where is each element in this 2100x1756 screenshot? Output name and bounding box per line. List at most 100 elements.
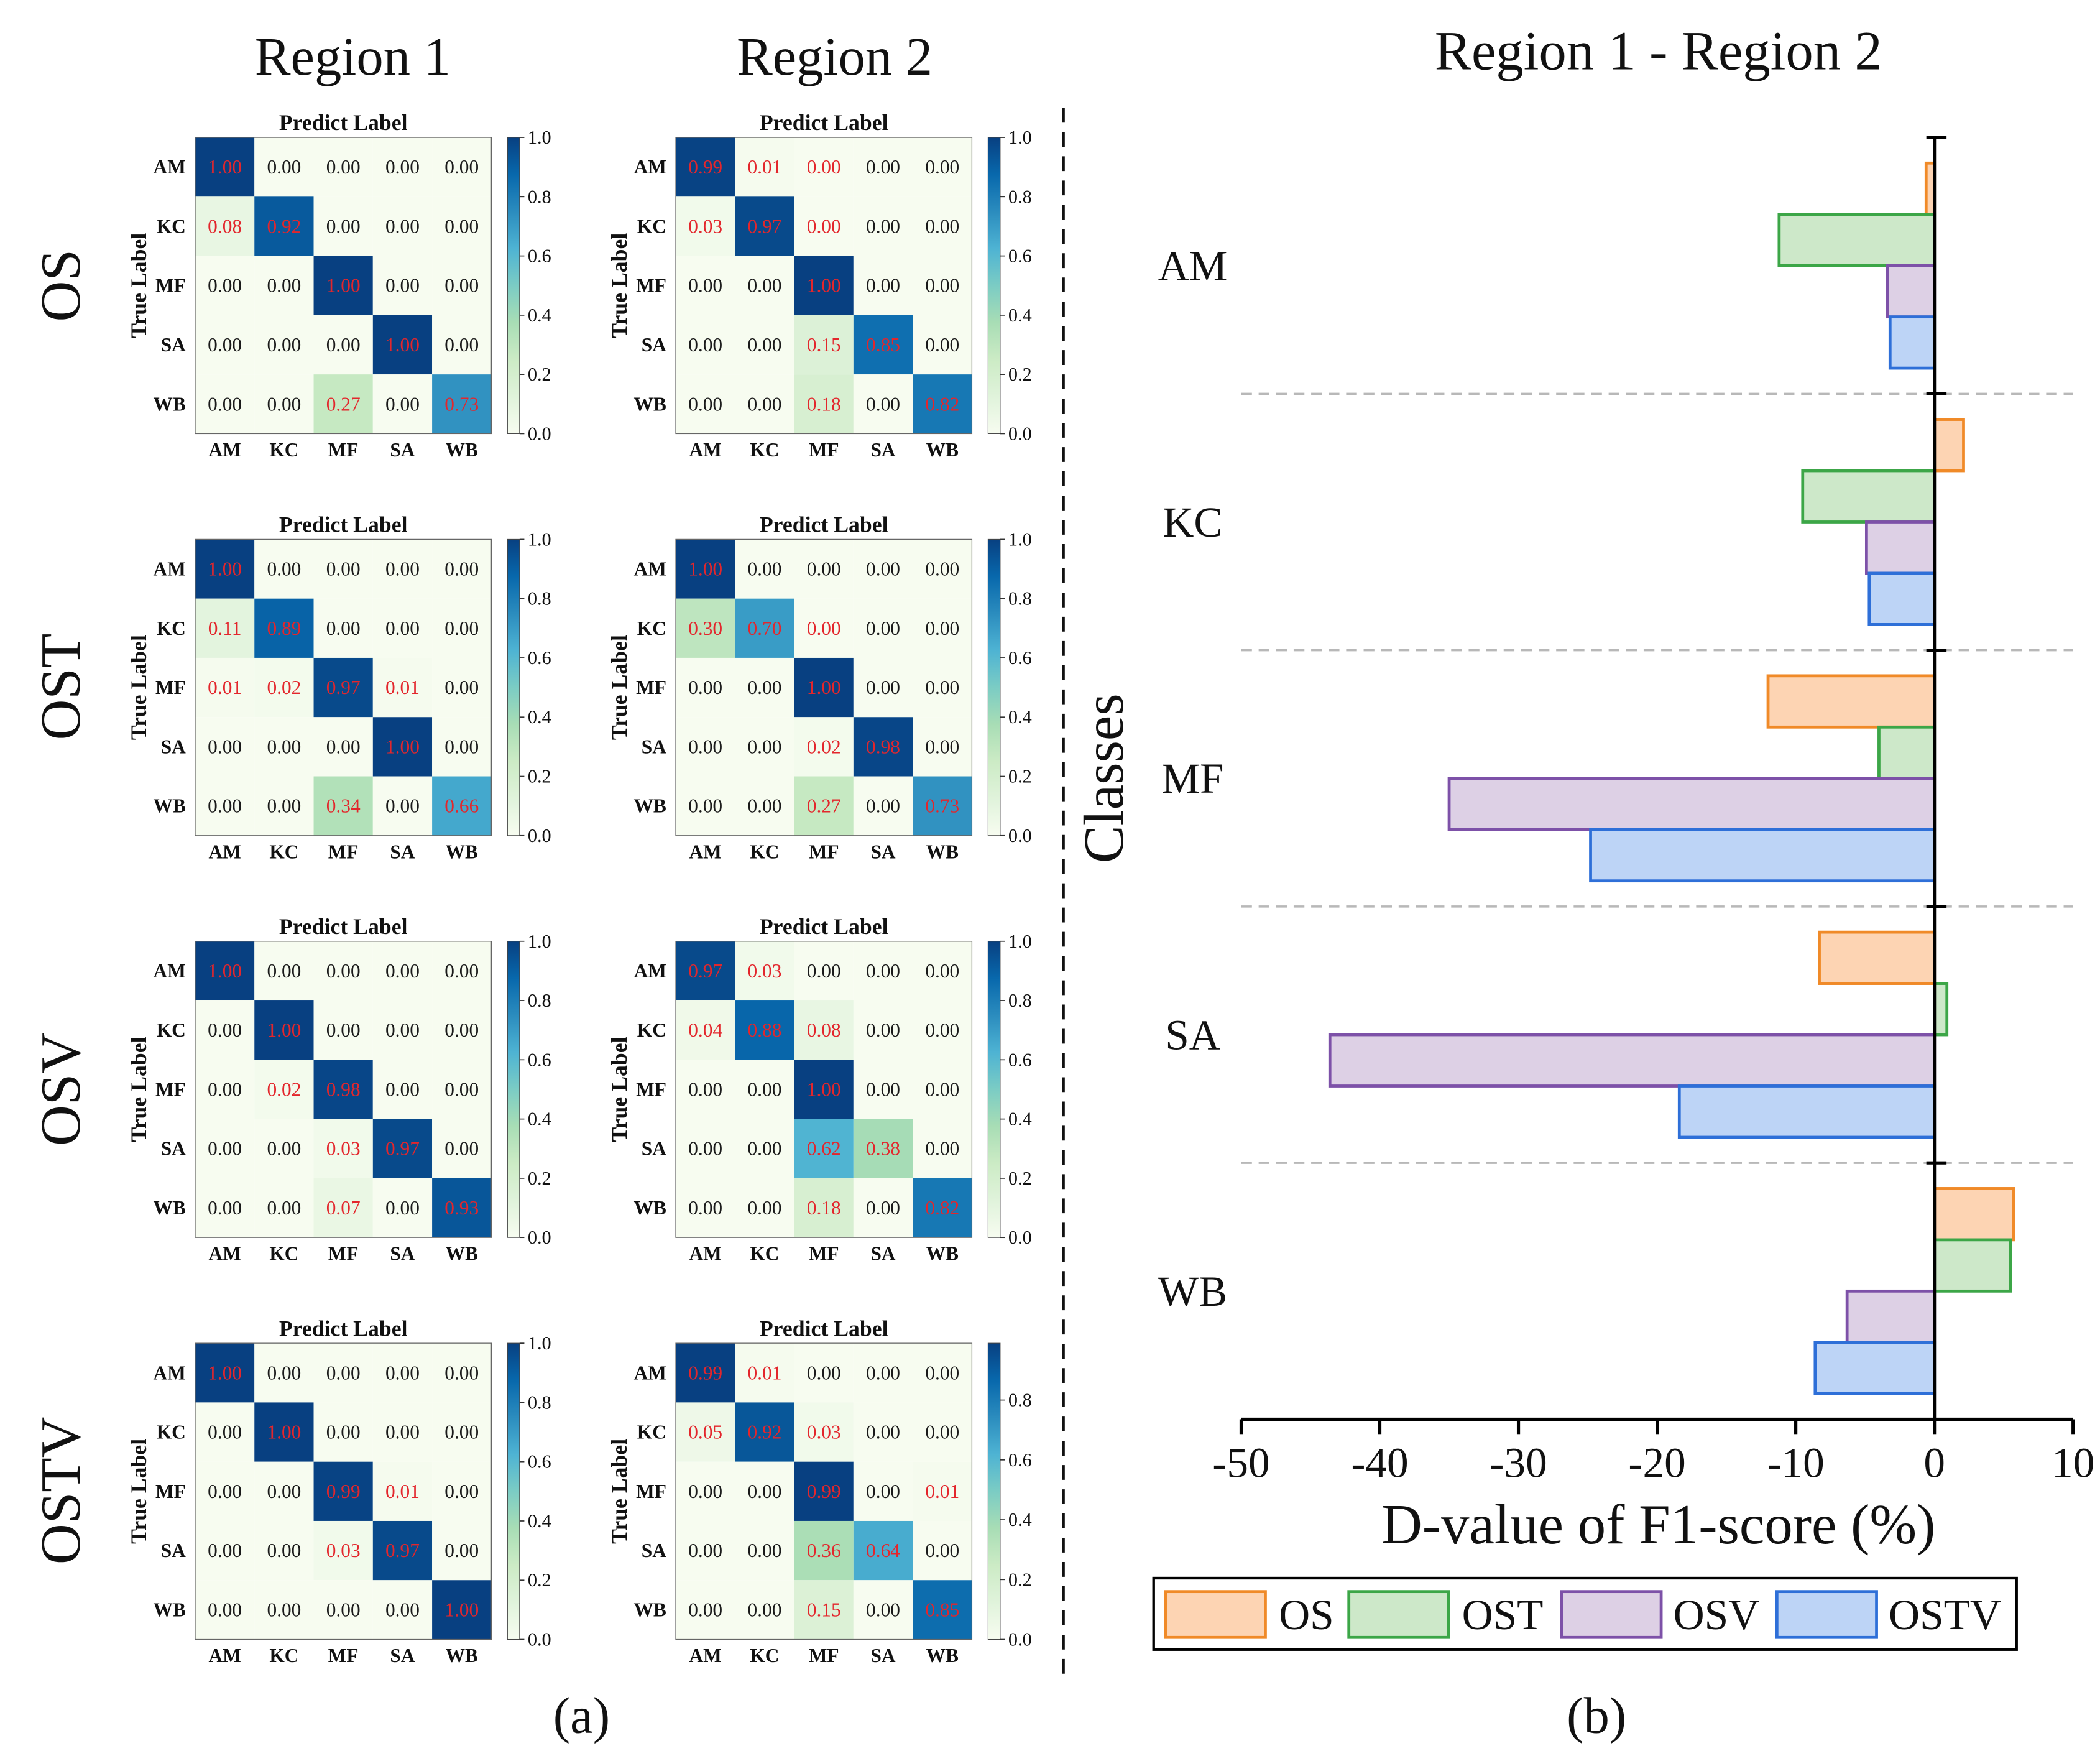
matrix-cell-value: 0.00 [326,1421,361,1443]
y-axis-title: Classes [1072,693,1135,863]
matrix-cell-value: 0.73 [925,795,959,817]
matrix-cell [195,1060,255,1119]
colorbar-tick-label: 0.4 [1008,1109,1032,1130]
colorbar-tick-label: 1.0 [528,127,551,148]
matrix-cell-value: 0.00 [208,1197,242,1219]
matrix-cell-value: 0.00 [267,736,301,757]
predicted-class-label-mf: MF [809,439,839,461]
matrix-cell [195,598,255,658]
bar-ostv-am [1888,315,1937,370]
matrix-cell-value: 0.00 [208,1078,242,1100]
true-class-label-mf: MF [636,1078,666,1100]
matrix-frame [195,941,492,1238]
colorbar-tick-label: 0.6 [528,1451,551,1472]
matrix-cell [853,1178,913,1238]
matrix-cell-value: 0.00 [208,1019,242,1041]
matrix-cell-value: 0.00 [444,1138,479,1160]
matrix-cell-value: 0.00 [208,736,242,757]
matrix-cell [313,1402,373,1462]
matrix-cell [254,539,314,599]
predicted-class-label-mf: MF [328,439,359,461]
matrix-cell [195,315,255,375]
predicted-class-label-kc: KC [269,1243,298,1265]
matrix-cell-value: 0.00 [267,1540,301,1561]
matrix-cell [432,374,492,434]
column-title-region-2: Region 2 [737,27,933,86]
predicted-class-label-kc: KC [269,439,298,461]
matrix-cell-value: 0.36 [807,1540,841,1561]
matrix-cell-value: 0.00 [444,736,479,757]
matrix-cell [794,941,854,1001]
matrix-cell-value: 0.00 [326,215,361,237]
legend-label-os: OS [1279,1591,1334,1638]
predicted-class-label-kc: KC [269,841,298,862]
matrix-cell [372,1178,433,1238]
matrix-cell-value: 0.00 [688,736,722,757]
matrix-cell [254,196,314,256]
matrix-cell-value: 0.00 [747,275,781,297]
matrix-cell [254,1461,314,1521]
matrix-cell [432,776,492,836]
matrix-cell-value: 1.00 [688,558,722,580]
legend-label-osv: OSV [1674,1591,1760,1638]
legend-swatch-osv [1560,1590,1663,1639]
predicted-class-label-mf: MF [328,841,359,862]
matrix-cell [195,776,255,836]
predicted-class-label-kc: KC [750,1645,779,1666]
matrix-cell-value: 0.00 [866,1421,900,1443]
true-class-label-am: AM [634,960,666,982]
matrix-cell-value: 0.92 [747,1421,781,1443]
matrix-cell-value: 0.00 [747,1138,781,1160]
matrix-cell-value: 0.00 [925,1019,959,1041]
matrix-cell [372,941,433,1001]
matrix-cell-value: 0.00 [688,1599,722,1620]
matrix-cell-value: 0.00 [925,156,959,178]
true-class-label-mf: MF [636,1481,666,1502]
predicted-class-label-wb: WB [926,1645,959,1666]
true-class-label-am: AM [154,558,186,580]
matrix-os-region-2: 0.99 0.01 0.00 0.00 0.000.03 0.97 0.00 0.00 0.00… [607,110,1032,461]
true-class-label-sa: SA [642,334,666,356]
matrix-cell [853,1461,913,1521]
colorbar-tick-label: 0.2 [1008,1569,1032,1590]
matrix-cell [254,1343,314,1403]
matrix-cell [913,717,972,777]
matrix-cell [913,1000,972,1060]
colorbar-tick-label: 0.2 [528,1168,551,1189]
matrix-cell-value: 1.00 [208,558,242,580]
matrix-cell [913,1060,972,1119]
matrix-cell-value: 0.00 [925,1362,959,1384]
matrix-cell [432,717,492,777]
predict-label-title: Predict Label [279,512,408,537]
matrix-cell-value: 0.30 [688,617,722,639]
matrix-cell-value: 0.00 [747,558,781,580]
true-class-label-sa: SA [161,1138,186,1160]
matrix-frame [675,1342,973,1640]
matrix-cell-value: 0.00 [688,334,722,356]
true-class-label-mf: MF [636,275,666,297]
legend-swatch-os [1164,1590,1267,1639]
true-class-label-wb: WB [154,795,186,817]
matrix-cell-value: 0.00 [267,275,301,297]
matrix-cell [853,1000,913,1060]
matrix-cell-value: 0.00 [444,334,479,356]
matrix-cell-value: 0.00 [925,1138,959,1160]
true-class-label-am: AM [154,1362,186,1384]
matrix-cell [853,657,913,718]
matrix-cell [913,776,972,836]
matrix-cell-value: 0.00 [688,1138,722,1160]
predict-label-title: Predict Label [279,1316,408,1341]
matrix-cell [313,374,373,434]
true-class-label-wb: WB [634,1599,666,1620]
x-tick-label: -30 [1490,1438,1547,1486]
colorbar-tick-label: 1.0 [528,1333,551,1354]
colorbar-tick-label: 0.4 [528,1109,551,1130]
true-class-label-mf: MF [636,677,666,698]
matrix-cell [372,196,433,256]
x-axis-title: D-value of F1-score (%) [1381,1493,1935,1556]
matrix-cell-value: 0.00 [866,617,900,639]
matrix-cell-value: 0.98 [326,1078,361,1100]
matrix-cell-value: 0.99 [688,156,722,178]
matrix-cell-value: 0.00 [208,1599,242,1620]
colorbar-tick-label: 0.4 [1008,1509,1032,1530]
